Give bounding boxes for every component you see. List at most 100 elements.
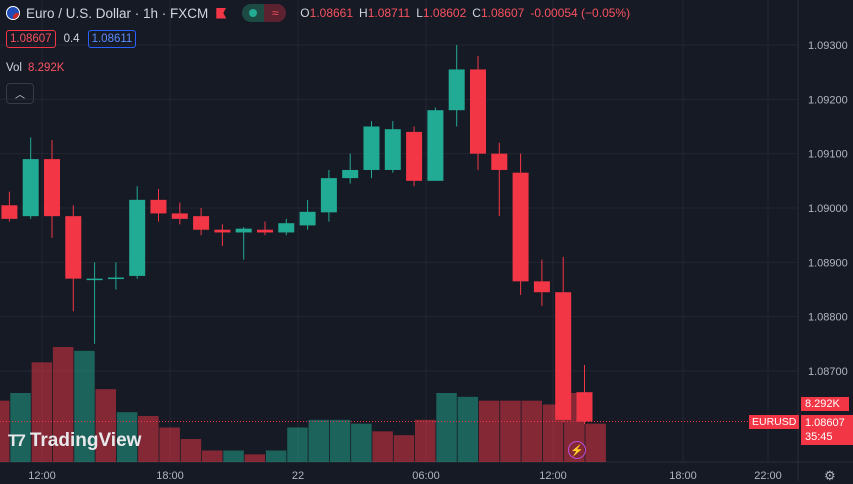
- tradingview-logo[interactable]: T7 TradingView: [8, 430, 141, 452]
- candle-body: [193, 216, 210, 230]
- volume-bar: [372, 431, 393, 462]
- symbol-price-tag: EURUSD: [749, 415, 800, 429]
- ohlc-close: C1.08607: [472, 6, 525, 20]
- candle-body: [107, 277, 124, 280]
- red-flag-icon[interactable]: [216, 7, 227, 19]
- lightning-icon[interactable]: ⚡: [568, 441, 586, 459]
- sell-button[interactable]: 1.08607: [6, 30, 56, 48]
- y-tick-label: 1.09100: [808, 149, 848, 161]
- volume-bar: [116, 412, 138, 462]
- candle-body: [342, 169, 359, 179]
- volume-bar: [265, 450, 287, 462]
- last-price-tag: 1.08607 35:45: [801, 415, 853, 445]
- x-tick-label: 06:00: [412, 470, 440, 481]
- candle-body: [576, 392, 593, 422]
- collapse-legend-button[interactable]: ︿: [6, 83, 34, 104]
- volume-tag: 8.292K: [801, 397, 849, 411]
- countdown-value: 35:45: [805, 431, 833, 443]
- settings-gear-icon[interactable]: ⚙: [824, 468, 836, 483]
- tv-logo-icon: T7: [8, 431, 26, 450]
- volume-bar: [329, 419, 351, 462]
- market-open-icon: [242, 4, 265, 22]
- candle-body: [214, 229, 231, 233]
- order-panel: 1.08607 0.4 1.08611: [6, 30, 137, 48]
- volume-bar: [223, 450, 244, 462]
- symbol-legend: Euro / U.S. Dollar · 1h · FXCM ≈ O1.0866…: [6, 4, 630, 22]
- volume-bar: [180, 439, 202, 462]
- ohlc-change: -0.00054 (−0.05%): [530, 6, 631, 20]
- volume-label: Vol: [6, 62, 22, 74]
- volume-bar: [287, 427, 308, 462]
- y-tick-label: 1.08900: [808, 257, 848, 269]
- chevron-up-icon: ︿: [15, 90, 25, 101]
- ohlc-open: O1.08661: [300, 6, 354, 20]
- buy-button[interactable]: 1.08611: [87, 30, 137, 48]
- y-tick-label: 1.08700: [808, 366, 848, 378]
- eur-usd-flag-icon: [6, 6, 20, 20]
- y-tick-label: 1.09000: [808, 203, 848, 215]
- volume-bar: [585, 423, 606, 462]
- ohlc-high: H1.08711: [359, 6, 411, 20]
- x-tick-label: 22:00: [754, 470, 782, 481]
- candle-body: [235, 228, 252, 233]
- symbol-title[interactable]: Euro / U.S. Dollar · 1h · FXCM: [26, 5, 209, 21]
- candle-body: [491, 153, 508, 170]
- volume-legend: Vol 8.292K: [6, 62, 64, 74]
- volume-bar: [31, 362, 53, 462]
- candle-body: [171, 213, 188, 219]
- candle-body: [384, 129, 401, 170]
- candle-body: [512, 172, 529, 282]
- volume-bar: [478, 400, 500, 462]
- volume-bar: [415, 419, 436, 462]
- volume-bar: [95, 389, 116, 462]
- candle-body: [65, 216, 82, 279]
- volume-value: 8.292K: [28, 62, 65, 74]
- volume-bar: [500, 400, 521, 462]
- x-tick-label: 12:00: [28, 470, 56, 481]
- spread-value: 0.4: [63, 33, 80, 45]
- watermark-text: TradingView: [29, 430, 142, 451]
- x-tick-label: 22: [292, 470, 304, 481]
- volume-bar: [0, 400, 10, 462]
- market-status-toggle[interactable]: ≈: [242, 4, 287, 22]
- x-tick-label: 18:00: [669, 470, 697, 481]
- x-tick-label: 18:00: [156, 470, 184, 481]
- candle-body: [363, 126, 380, 170]
- wave-icon: ≈: [264, 4, 287, 22]
- volume-bar: [521, 400, 542, 462]
- candle-body: [448, 69, 465, 111]
- volume-bar: [308, 419, 329, 462]
- candle-body: [256, 229, 273, 233]
- volume-bar: [159, 427, 180, 462]
- candle-body: [43, 159, 60, 217]
- volume-bar: [457, 396, 479, 462]
- y-tick-label: 1.09300: [808, 40, 848, 52]
- volume-bar: [436, 393, 457, 462]
- volume-bar: [351, 423, 372, 462]
- volume-bar: [138, 416, 159, 462]
- volume-bar: [74, 350, 95, 462]
- candle-body: [320, 178, 337, 213]
- candle-body: [22, 159, 39, 217]
- volume-bar: [202, 450, 223, 462]
- candle-body: [129, 199, 146, 276]
- candle-body: [1, 205, 18, 219]
- volume-bar: [244, 454, 266, 462]
- volume-bar: [10, 393, 31, 462]
- volume-bar: [393, 435, 415, 462]
- candle-body: [406, 131, 423, 181]
- ohlc-low: L1.08602: [416, 6, 467, 20]
- y-tick-label: 1.09200: [808, 94, 848, 106]
- x-tick-label: 12:00: [539, 470, 567, 481]
- candle-body: [150, 199, 167, 214]
- candle-body: [299, 211, 316, 226]
- candle-body: [86, 278, 103, 281]
- last-price-value: 1.08607: [805, 417, 845, 429]
- candle-body: [427, 110, 444, 181]
- candle-body: [278, 223, 295, 233]
- candle-body: [469, 69, 486, 154]
- candle-body: [555, 292, 572, 420]
- ohlc-values: O1.08661 H1.08711 L1.08602 C1.08607 -0.0…: [300, 6, 630, 20]
- candle-body: [533, 281, 550, 293]
